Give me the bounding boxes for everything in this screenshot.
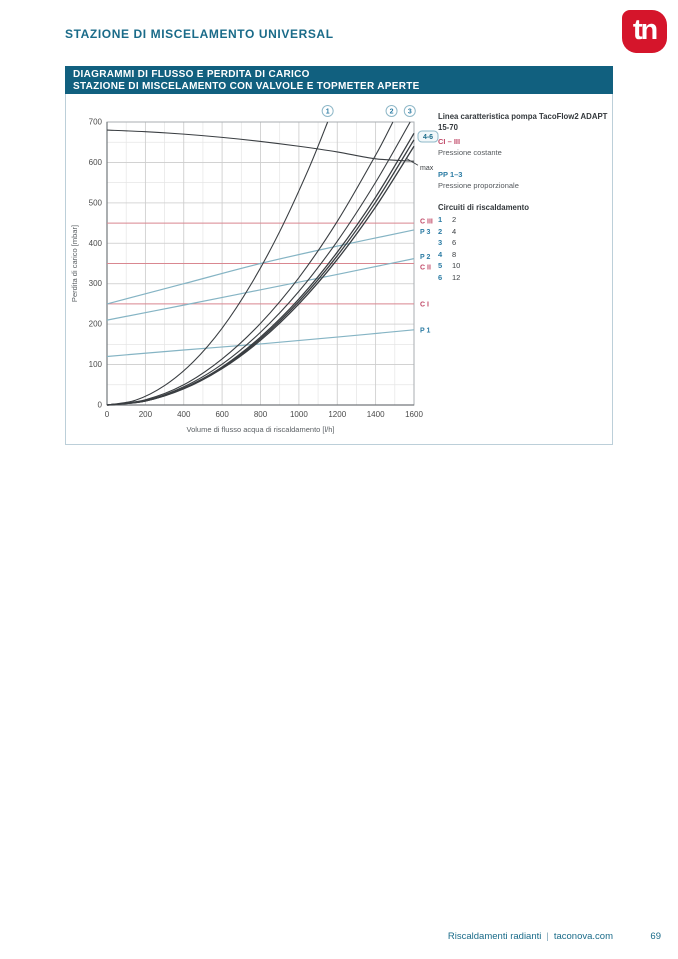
circuit-count: 10 xyxy=(452,261,461,270)
x-tick-label: 200 xyxy=(139,410,153,419)
series-pump-max-speed xyxy=(106,129,415,162)
circuit-curve-number: 4 xyxy=(438,249,443,259)
circuit-curve-number: 5 xyxy=(438,261,443,270)
legend-proportional-label: Pressione proporzionale xyxy=(438,181,519,190)
x-tick-label: 400 xyxy=(177,410,191,419)
x-tick-label: 0 xyxy=(105,410,110,419)
circuit-count: 2 xyxy=(452,215,457,224)
x-axis-title: Volume di flusso acqua di riscaldamento … xyxy=(187,425,335,434)
curve-marker-circle xyxy=(321,105,334,117)
y-tick-label: 600 xyxy=(89,158,103,167)
taconova-logo: tn xyxy=(622,10,667,53)
curve-marker-circle xyxy=(385,105,398,117)
x-tick-label: 1400 xyxy=(367,410,385,419)
legend-circuit-rows: 1 2 2 4 3 6 4 8 5 10 6 12 xyxy=(438,214,610,283)
footer-text: Riscaldamenti radianti | taconova.com xyxy=(448,931,613,942)
legend-constant-code: CI – III xyxy=(438,137,461,146)
curve-label-p3: P 3 xyxy=(420,229,430,236)
circuit-curve-number: 3 xyxy=(438,238,443,247)
series-circuits-1 xyxy=(106,121,329,406)
y-tick-label: 100 xyxy=(89,360,103,369)
banner-line2: STAZIONE DI MISCELAMENTO CON VALVOLE E T… xyxy=(73,80,420,92)
footer-separator: | xyxy=(546,931,549,942)
footer-website[interactable]: taconova.com xyxy=(553,931,613,942)
legend-circuit-row: 5 10 xyxy=(438,260,610,272)
curve-marker-number: 1 xyxy=(326,109,330,116)
banner-line1: DIAGRAMMI DI FLUSSO E PERDITA DI CARICO xyxy=(73,68,310,80)
legend-proportional-code: PP 1–3 xyxy=(438,170,463,179)
y-tick-label: 700 xyxy=(89,118,103,127)
curve-marker-number: 2 xyxy=(390,109,394,116)
circuit-curve-number: 2 xyxy=(438,226,443,236)
x-tick-label: 1600 xyxy=(405,410,423,419)
curve-marker-number: 3 xyxy=(408,109,412,116)
y-tick-label: 400 xyxy=(89,239,103,248)
x-tick-label: 600 xyxy=(215,410,229,419)
y-tick-label: 200 xyxy=(89,320,103,329)
circuit-count: 6 xyxy=(452,238,457,247)
y-tick-label: 0 xyxy=(98,401,103,410)
curve-label-box xyxy=(417,130,439,143)
max-leader-line xyxy=(405,157,419,166)
x-tick-label: 800 xyxy=(254,410,268,419)
x-tick-label: 1200 xyxy=(328,410,346,419)
curve-marker-circle xyxy=(403,105,416,117)
page-title: STAZIONE DI MISCELAMENTO UNIVERSAL xyxy=(65,27,334,41)
x-tick-label: 1000 xyxy=(290,410,308,419)
legend-circuit-row: 6 12 xyxy=(438,272,610,284)
curve-label-cii: C II xyxy=(420,265,431,272)
circuit-count: 12 xyxy=(452,272,461,282)
y-tick-label: 300 xyxy=(89,279,103,288)
y-tick-label: 500 xyxy=(89,198,103,207)
flow-pressure-chart: 0 100 200 300 400 500 600 700 0 200 400 600 800 1000 1… xyxy=(70,105,439,434)
footer-category: Riscaldamenti radianti xyxy=(447,931,542,942)
legend-pump-title-2: 15-70 xyxy=(438,123,458,132)
page-number: 69 xyxy=(650,931,661,942)
curve-label-p1: P 1 xyxy=(420,328,430,335)
circuit-curve-number: 1 xyxy=(438,215,443,224)
series-proportional-pressure-P1 xyxy=(106,329,415,358)
curve-label-max: max xyxy=(420,165,434,172)
chart-panel: 0 100 200 300 400 500 600 700 0 200 400 600 800 1000 1… xyxy=(65,94,613,445)
curve-label-p2: P 2 xyxy=(420,254,430,261)
circuit-count: 8 xyxy=(452,249,457,259)
legend-constant-label: Pressione costante xyxy=(438,148,502,157)
curve-label-ci: C I xyxy=(420,301,429,308)
series-proportional-pressure-P2 xyxy=(106,258,415,321)
y-axis-title: Perdita di carico [mbar] xyxy=(70,225,79,302)
series-proportional-pressure-P3 xyxy=(106,229,415,305)
legend-circuits-title: Circuiti di riscaldamento xyxy=(438,203,529,212)
series-circuits-2 xyxy=(106,121,394,406)
curve-label-ciii: C III xyxy=(420,219,433,226)
circuit-curve-number: 6 xyxy=(438,272,443,282)
logo-tn-text: tn xyxy=(632,14,658,46)
series-circuits-6 xyxy=(106,145,415,406)
curve-label-4-6: 4-6 xyxy=(423,134,433,141)
chart-legend: Linea caratteristica pompa TacoFlow2 ADA… xyxy=(438,111,610,283)
section-banner: DIAGRAMMI DI FLUSSO E PERDITA DI CARICO … xyxy=(65,66,613,94)
legend-pump-title: Linea caratteristica pompa TacoFlow2 ADA… xyxy=(438,112,608,121)
circuit-count: 4 xyxy=(452,226,457,236)
